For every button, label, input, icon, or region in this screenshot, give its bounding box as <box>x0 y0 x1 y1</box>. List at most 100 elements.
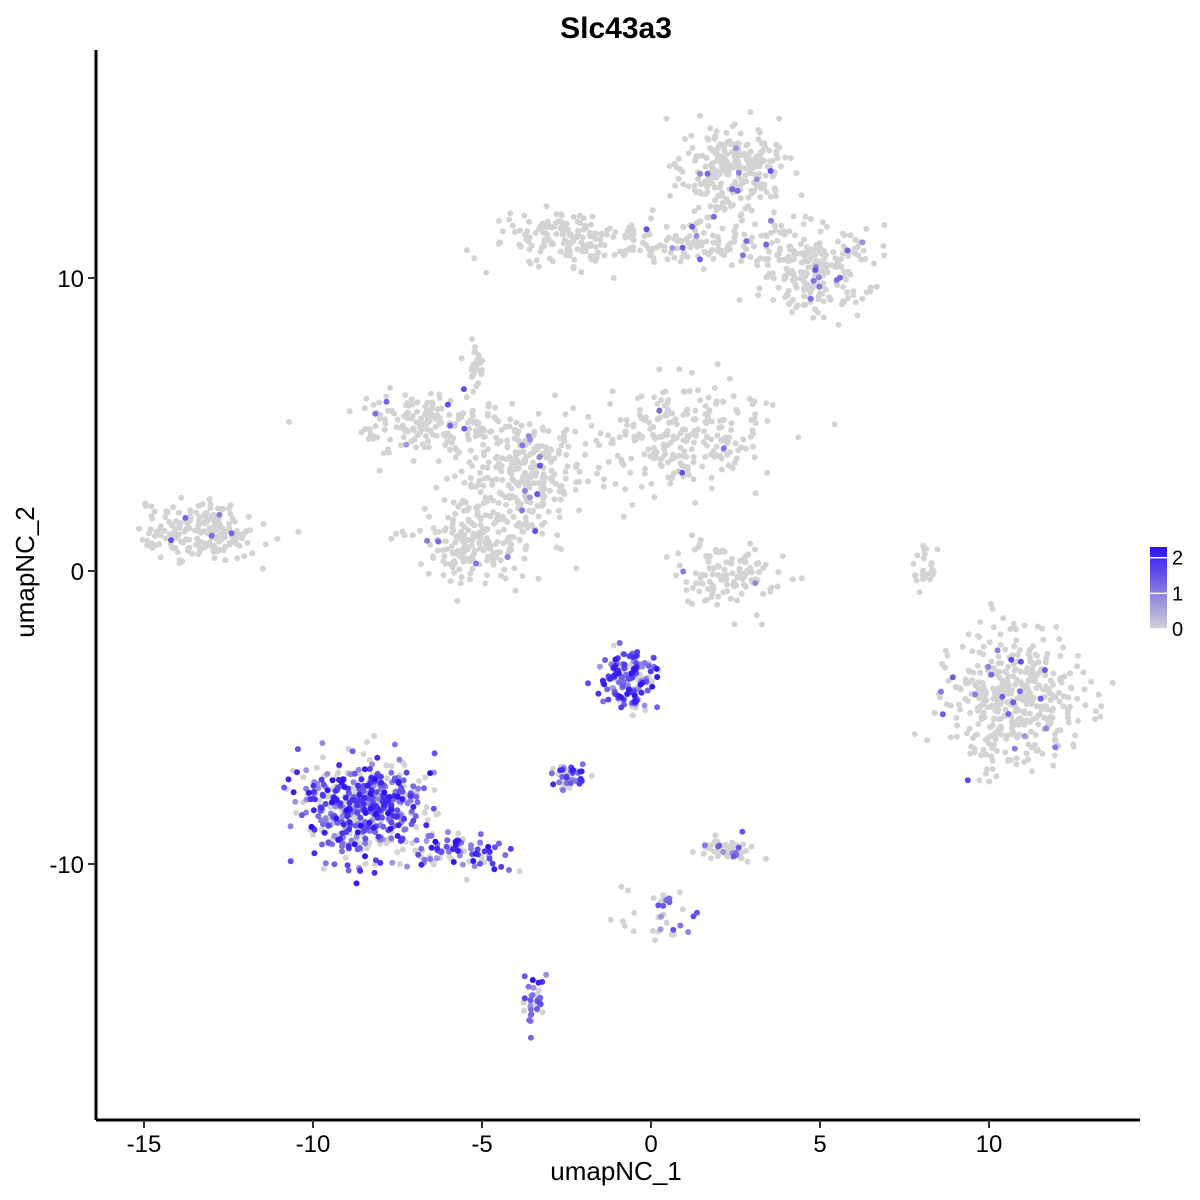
cell-point <box>408 808 415 815</box>
cell-point <box>693 232 700 239</box>
cell-point <box>721 161 728 168</box>
cell-point <box>660 892 667 899</box>
cell-point <box>557 767 564 774</box>
cell-point <box>170 504 177 511</box>
cell-point <box>475 355 482 362</box>
cell-point <box>735 844 742 851</box>
cell-point <box>665 397 672 403</box>
cell-point <box>630 928 637 935</box>
cell-point <box>1074 695 1081 702</box>
cell-point <box>295 528 302 535</box>
cell-point <box>574 246 581 253</box>
cell-point <box>673 572 680 579</box>
cell-point <box>692 407 699 414</box>
cell-point <box>495 460 502 467</box>
cell-point <box>762 172 769 179</box>
cell-point <box>371 433 378 440</box>
cell-point <box>862 255 869 262</box>
cell-point <box>1011 667 1018 674</box>
cell-point <box>394 807 401 814</box>
cell-point <box>397 837 404 844</box>
cell-point <box>690 913 697 920</box>
cell-point <box>844 289 850 296</box>
cell-point <box>638 483 645 490</box>
cell-point <box>559 227 566 234</box>
cell-point <box>823 252 829 259</box>
cell-point <box>483 540 490 547</box>
cell-point <box>752 580 759 587</box>
cell-point <box>320 821 326 828</box>
cell-point <box>730 393 737 400</box>
cell-point <box>642 465 649 472</box>
cell-point <box>1025 741 1032 748</box>
cell-point <box>423 837 430 844</box>
cell-point <box>725 167 732 174</box>
cell-point <box>452 539 459 546</box>
cell-point <box>654 401 661 407</box>
cell-point <box>1033 748 1040 754</box>
cell-point <box>817 290 824 297</box>
cell-point <box>480 452 487 459</box>
cell-point <box>588 221 595 228</box>
cell-point <box>521 995 528 1002</box>
cell-point <box>673 421 680 428</box>
cell-point <box>311 796 318 803</box>
cell-point <box>677 258 684 265</box>
cell-point <box>1042 659 1049 666</box>
cell-point <box>717 417 723 424</box>
cell-point <box>556 488 563 495</box>
cell-point <box>163 508 170 515</box>
cell-point <box>716 842 723 849</box>
cell-point <box>460 497 467 504</box>
cell-point <box>1060 703 1067 710</box>
cell-point <box>621 922 628 929</box>
cell-point <box>714 157 721 164</box>
cell-point <box>675 550 682 557</box>
x-tick-label: -15 <box>127 1131 162 1158</box>
cell-point <box>617 248 623 255</box>
cell-point <box>697 397 704 404</box>
cell-point <box>582 451 589 458</box>
cell-point <box>556 779 563 786</box>
cell-point <box>551 455 558 462</box>
cell-point <box>464 431 471 438</box>
cell-point <box>560 787 566 794</box>
cell-point <box>560 240 567 247</box>
cell-point <box>650 654 657 661</box>
cell-point <box>343 807 350 814</box>
cell-point <box>995 660 1002 667</box>
cell-point <box>463 394 470 401</box>
cell-point <box>721 566 728 573</box>
cell-point <box>388 769 395 776</box>
cell-point <box>498 426 505 433</box>
cell-point <box>591 253 597 259</box>
cell-point <box>325 822 332 829</box>
cell-point <box>470 388 477 395</box>
cell-point <box>460 386 467 393</box>
cell-point <box>1049 714 1056 721</box>
cell-point <box>513 460 520 466</box>
cell-point <box>743 238 750 244</box>
cell-point <box>1021 721 1028 728</box>
cell-point <box>701 597 708 604</box>
cell-point <box>1010 699 1017 706</box>
cell-point <box>176 524 183 531</box>
cell-point <box>718 424 725 431</box>
cell-point <box>720 848 727 855</box>
cell-point <box>1011 643 1018 650</box>
cell-point <box>398 784 405 791</box>
cell-point <box>758 156 765 162</box>
cell-point <box>617 416 624 423</box>
cell-point <box>471 547 478 554</box>
cell-point <box>473 560 479 567</box>
cell-point <box>477 860 484 867</box>
cell-point <box>182 514 189 521</box>
cell-point <box>587 229 594 236</box>
cell-point <box>774 583 781 590</box>
cell-point <box>516 536 523 543</box>
cell-point <box>451 569 458 576</box>
cell-point <box>424 537 431 544</box>
cell-point <box>982 692 989 699</box>
cell-point <box>709 590 716 597</box>
cell-point <box>569 236 576 243</box>
